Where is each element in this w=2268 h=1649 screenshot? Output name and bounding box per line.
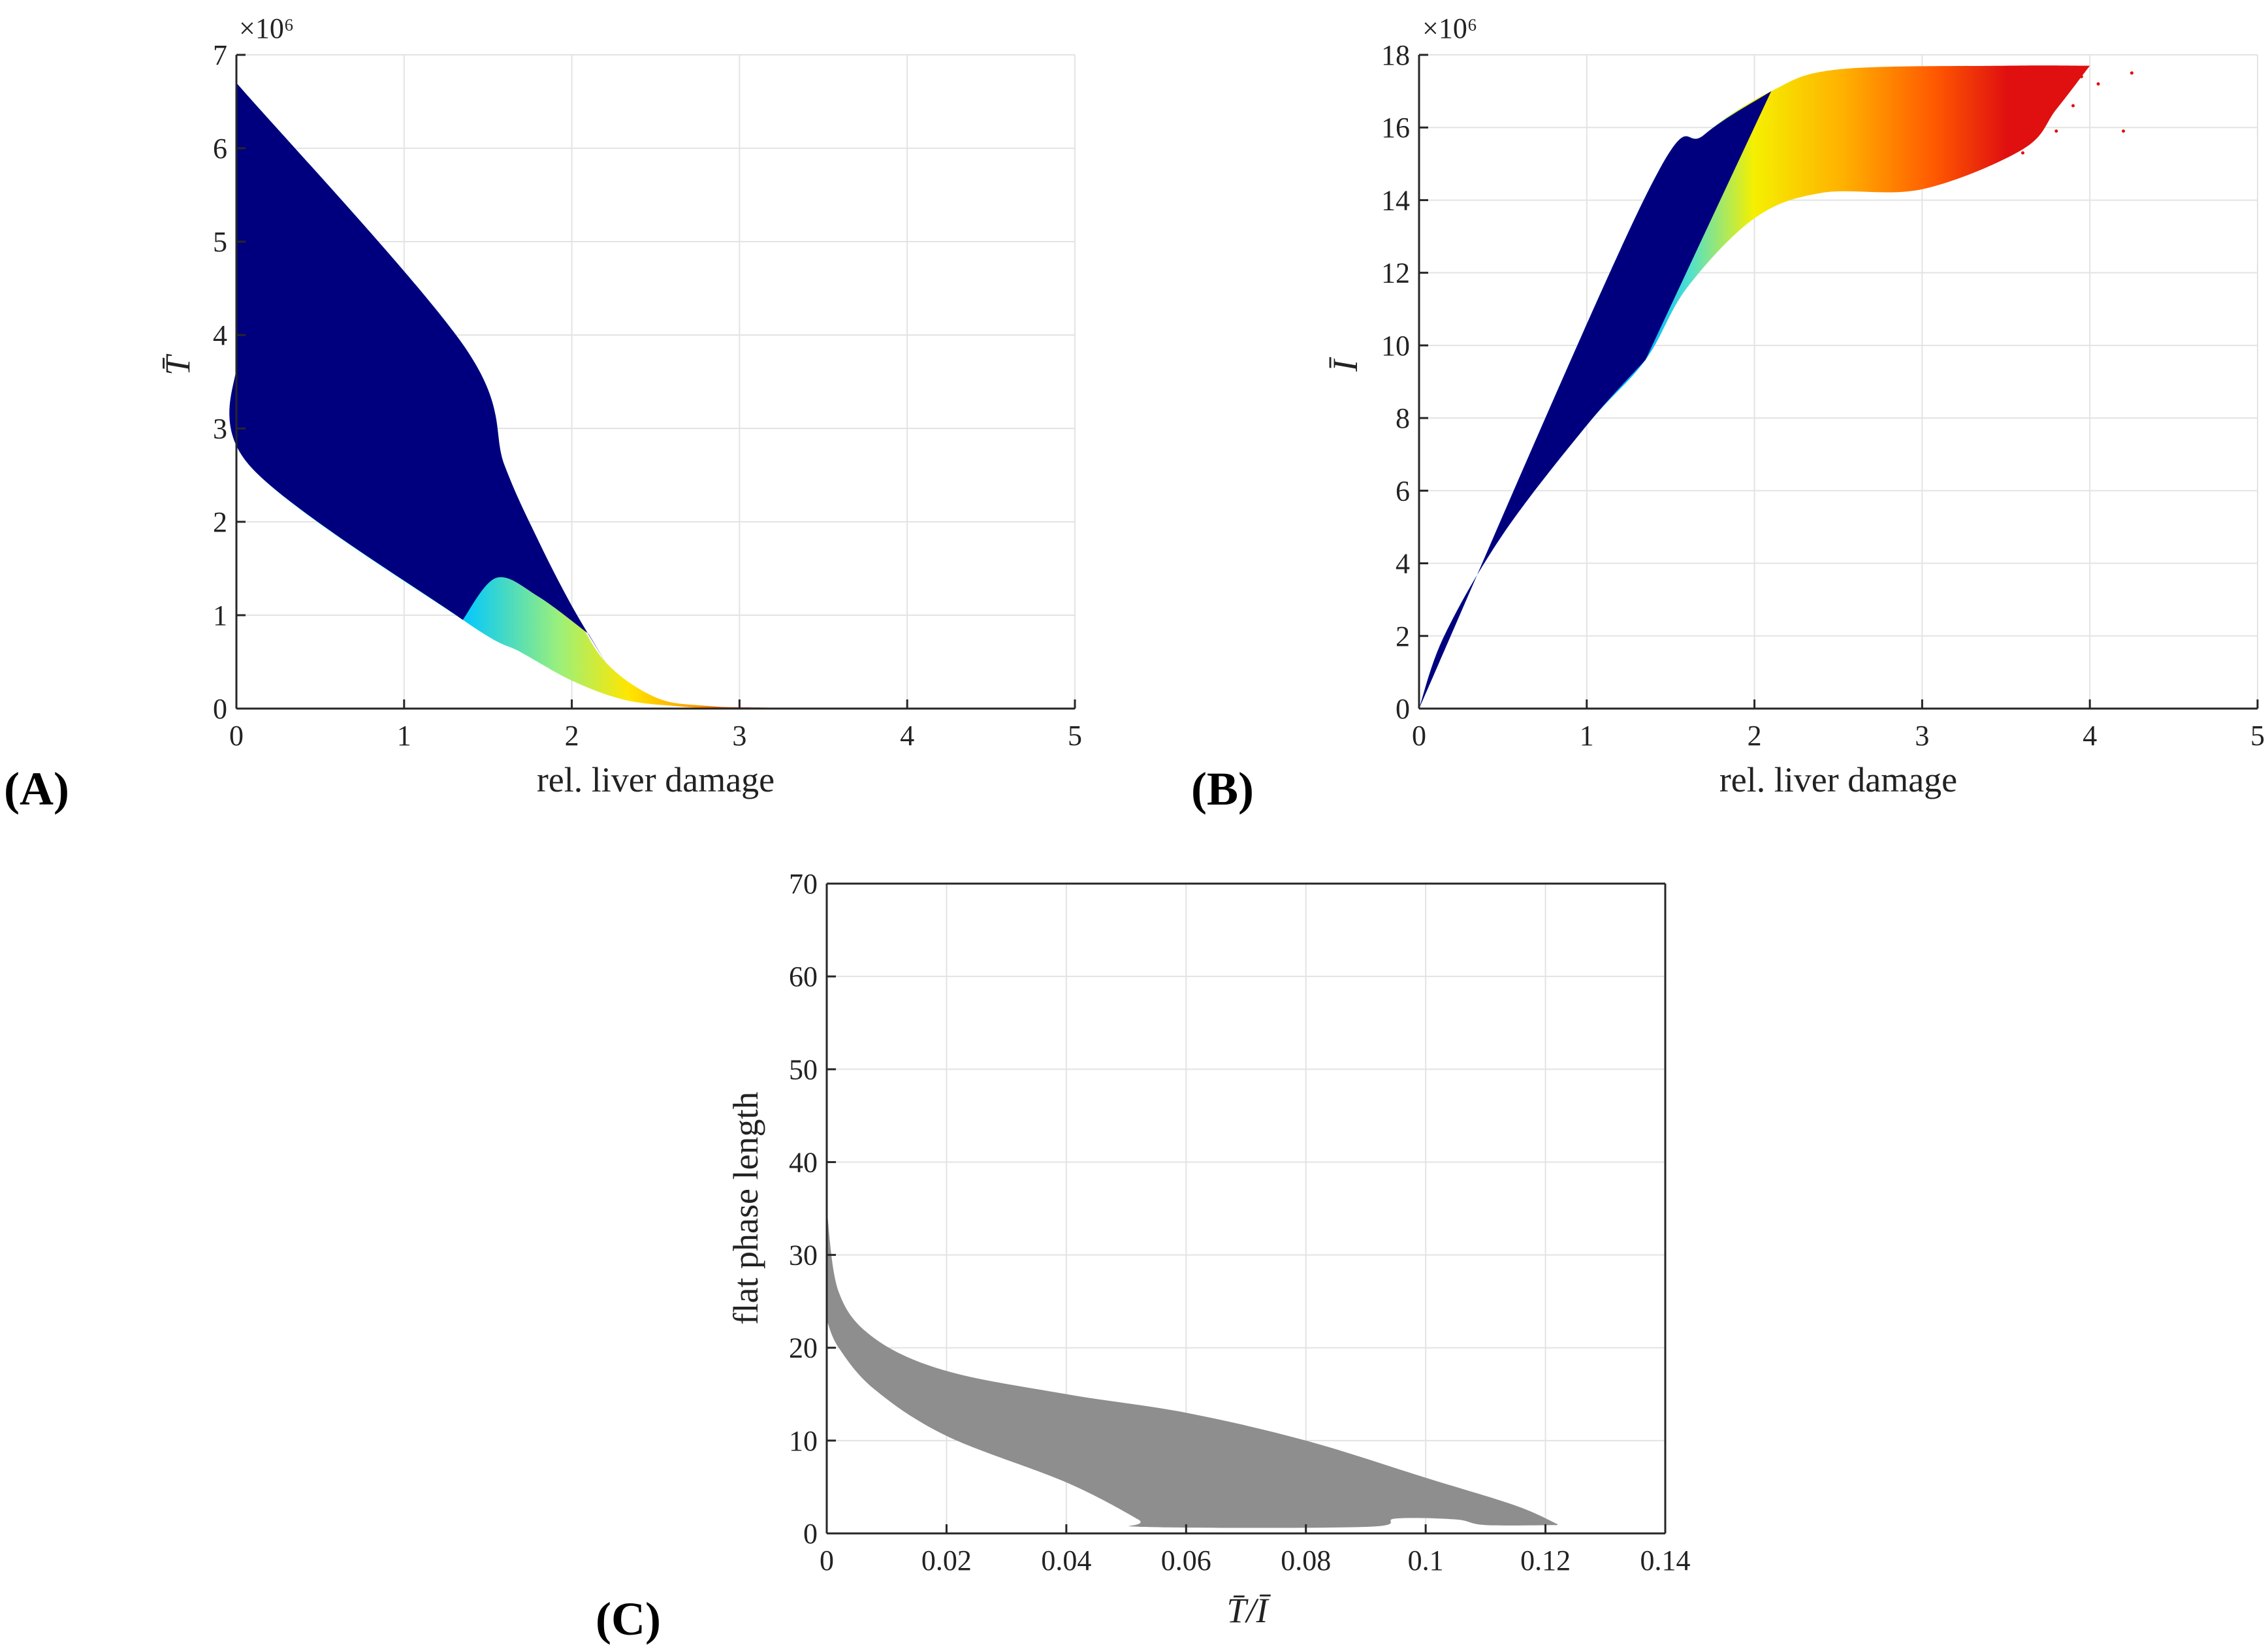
panel-c-x-tick-label-4: 0.08 (1281, 1545, 1331, 1577)
panel-c-x-tick-label-6: 0.12 (1520, 1545, 1571, 1577)
panel-a-y-tick-label-1: 1 (213, 600, 227, 632)
panel-c-tick-labels: 0 0.02 0.04 0.06 0.08 0.1 0.12 0.14 0 10 20 30 40 50 6… (789, 868, 1691, 1577)
panel-b-x-axis-label: rel. liver damage (1719, 760, 1957, 799)
panel-b-outlier-point-4 (2130, 71, 2133, 75)
panel-a-y-axis-label: T̄ (158, 353, 197, 376)
panel-c-data-region (827, 1208, 1557, 1528)
panel-a-y-tick-label-3: 3 (213, 413, 227, 445)
panel-c-y-tick-label-0: 0 (803, 1518, 818, 1550)
panel-a-label: (A) (4, 763, 69, 815)
panel-a-x-axis-label: rel. liver damage (537, 760, 775, 799)
panel-a-y-tick-label-6: 6 (213, 133, 227, 165)
panel-b-x-tick-label-0: 0 (1412, 720, 1426, 752)
panel-b-y-axis-label: Ī (1326, 357, 1365, 372)
panel-a-x-tick-label-2: 2 (565, 720, 579, 752)
panel-b-y-tick-label-7: 14 (1381, 184, 1410, 216)
panel-c: 0 0.02 0.04 0.06 0.08 0.1 0.12 0.14 0 10 20 30 40 50 6… (596, 868, 1691, 1645)
panel-c-y-tick-label-5: 50 (789, 1053, 818, 1085)
panel-a-y-tick-label-7: 7 (213, 39, 227, 71)
panel-c-y-tick-label-7: 70 (789, 868, 818, 900)
panel-b-y-tick-label-4: 8 (1396, 402, 1410, 434)
panel-b-y-tick-label-2: 4 (1396, 548, 1410, 580)
panel-c-y-tick-label-4: 40 (789, 1146, 818, 1178)
panel-b-y-tick-label-5: 10 (1381, 330, 1410, 362)
panel-c-y-tick-label-3: 30 (789, 1240, 818, 1272)
panel-c-x-tick-label-5: 0.1 (1408, 1545, 1444, 1577)
panel-c-axes (825, 882, 1667, 1535)
panel-b-outlier-point-0 (2020, 151, 2024, 155)
panel-b-y-tick-label-8: 16 (1381, 112, 1410, 144)
panel-c-gray-region (827, 1208, 1557, 1528)
panel-b-outlier-point-2 (2071, 104, 2075, 108)
panel-a-y-tick-label-0: 0 (213, 693, 227, 725)
panel-b-dark-blue-region (1419, 91, 1772, 709)
panel-a: 0 1 2 3 4 5 0 1 2 3 4 5 6 7 ×10⁶ rel. liver damage T̄… (4, 12, 1082, 815)
panel-b-axes (1418, 54, 2259, 710)
panel-a-x-tick-label-3: 3 (732, 720, 746, 752)
panel-c-y-tick-label-2: 20 (789, 1332, 818, 1364)
panel-b-x-tick-label-4: 4 (2083, 720, 2097, 752)
panel-b-colored-region (1419, 65, 2090, 709)
panel-b-x-tick-label-5: 5 (2250, 720, 2265, 752)
panel-b-outlier-point-6 (2079, 74, 2083, 78)
panel-b-y-tick-label-1: 2 (1396, 620, 1410, 652)
panel-a-x-tick-label-1: 1 (397, 720, 411, 752)
panel-a-data-region (229, 82, 958, 709)
panel-b-y-tick-label-6: 12 (1381, 257, 1410, 289)
panel-a-y-tick-label-2: 2 (213, 506, 227, 538)
panel-a-tick-labels: 0 1 2 3 4 5 0 1 2 3 4 5 6 7 (213, 39, 1082, 752)
panel-b-x-tick-label-1: 1 (1580, 720, 1594, 752)
panel-c-x-tick-label-3: 0.06 (1161, 1545, 1211, 1577)
panel-c-label: (C) (596, 1593, 661, 1645)
panel-b-outlier-point-7 (2122, 129, 2126, 133)
panel-a-y-tick-label-4: 4 (213, 319, 227, 351)
panel-c-y-axis-label: flat phase length (726, 1092, 765, 1325)
panel-b-y-exponent: ×10⁶ (1422, 12, 1477, 44)
panel-c-x-axis-label: T̄/Ī (1226, 1591, 1271, 1630)
panel-c-y-tick-label-1: 10 (789, 1425, 818, 1457)
panel-c-x-tick-label-0: 0 (820, 1545, 834, 1577)
panel-b-outlier-point-1 (2054, 129, 2058, 133)
panel-a-x-tick-label-0: 0 (229, 720, 244, 752)
panel-b-y-tick-label-3: 6 (1396, 475, 1410, 507)
panel-b-x-tick-label-2: 2 (1748, 720, 1762, 752)
panel-a-x-tick-label-4: 4 (900, 720, 914, 752)
panel-a-dark-blue-region (229, 82, 605, 662)
panel-c-y-tick-label-6: 60 (789, 961, 818, 993)
panel-c-x-tick-label-2: 0.04 (1041, 1545, 1091, 1577)
panel-c-x-tick-label-7: 0.14 (1640, 1545, 1691, 1577)
panel-b-y-tick-label-0: 0 (1396, 693, 1410, 725)
panel-b-outlier-point-3 (2096, 82, 2100, 86)
panel-b-label: (B) (1191, 763, 1254, 815)
panel-b-data-region (1419, 65, 2133, 709)
panel-a-axes (235, 54, 1076, 710)
panel-b-x-tick-label-3: 3 (1915, 720, 1929, 752)
panel-b-y-tick-label-9: 18 (1381, 39, 1410, 71)
panel-c-x-tick-label-1: 0.02 (921, 1545, 972, 1577)
panel-a-y-exponent: ×10⁶ (239, 12, 294, 44)
panel-a-x-tick-label-5: 5 (1068, 720, 1082, 752)
panel-a-y-tick-label-5: 5 (213, 226, 227, 258)
panel-b-outlier-point-5 (2037, 118, 2041, 122)
